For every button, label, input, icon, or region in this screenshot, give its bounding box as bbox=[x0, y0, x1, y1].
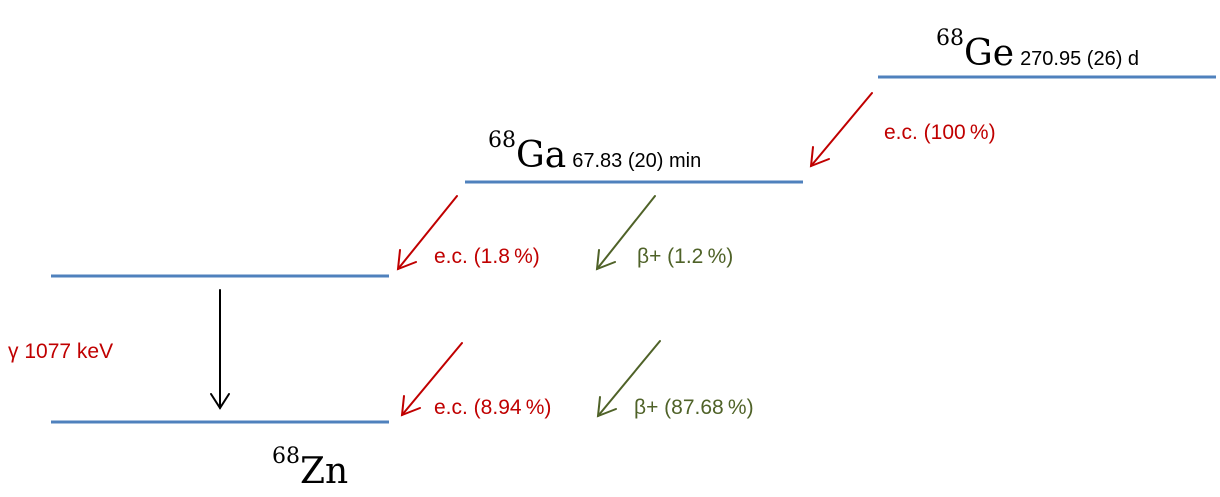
ga-to-zn-ground-ec-arrow bbox=[400, 342, 463, 417]
ge-to-ga-ec-label: e.c. (100 %) bbox=[884, 121, 996, 144]
ge68-half-life: 270.95 (26) d bbox=[1020, 48, 1140, 70]
ga68-label: 68Ga 67.83 (20) min bbox=[488, 130, 701, 174]
ge-to-ga-ec-arrow bbox=[809, 92, 873, 168]
ga-to-zn-ground-beta-arrow bbox=[596, 340, 661, 418]
ga-to-zn-ground-beta-label: β+ (87.68 %) bbox=[634, 396, 754, 419]
ge68-mass-number: 68 bbox=[936, 26, 964, 51]
ga-to-zn-excited-ec-arrow bbox=[396, 195, 458, 271]
ge68-symbol: Ge bbox=[964, 33, 1015, 74]
ga-to-zn-excited-beta-label: β+ (1.2 %) bbox=[637, 245, 734, 268]
ga-to-zn-excited-beta-arrow bbox=[595, 195, 656, 271]
zn68-label: 68Zn bbox=[272, 446, 348, 490]
ge68-label: 68Ge 270.95 (26) d bbox=[936, 28, 1139, 72]
ga-to-zn-ground-ec-label: e.c. (8.94 %) bbox=[434, 396, 552, 419]
gamma-energy-label: γ 1077 keV bbox=[8, 340, 114, 363]
ga68-mass-number: 68 bbox=[488, 128, 516, 153]
zn68-symbol: Zn bbox=[300, 451, 349, 492]
gamma-transition-arrow bbox=[210, 289, 230, 410]
ga-to-zn-excited-ec-label: e.c. (1.8 %) bbox=[434, 245, 540, 268]
zn68-mass-number: 68 bbox=[272, 444, 300, 469]
ga68-symbol: Ga bbox=[516, 135, 567, 176]
ga68-half-life: 67.83 (20) min bbox=[572, 150, 702, 172]
